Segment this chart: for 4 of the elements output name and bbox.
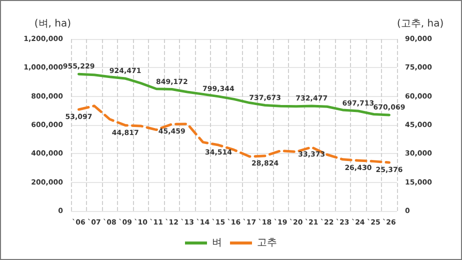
legend-label: 벼 [212,238,222,248]
y-axis-title: (벼, ha) [34,18,72,30]
legend-label: 고추 [257,238,277,248]
y2-axis-title: (고추, ha) [397,18,444,30]
